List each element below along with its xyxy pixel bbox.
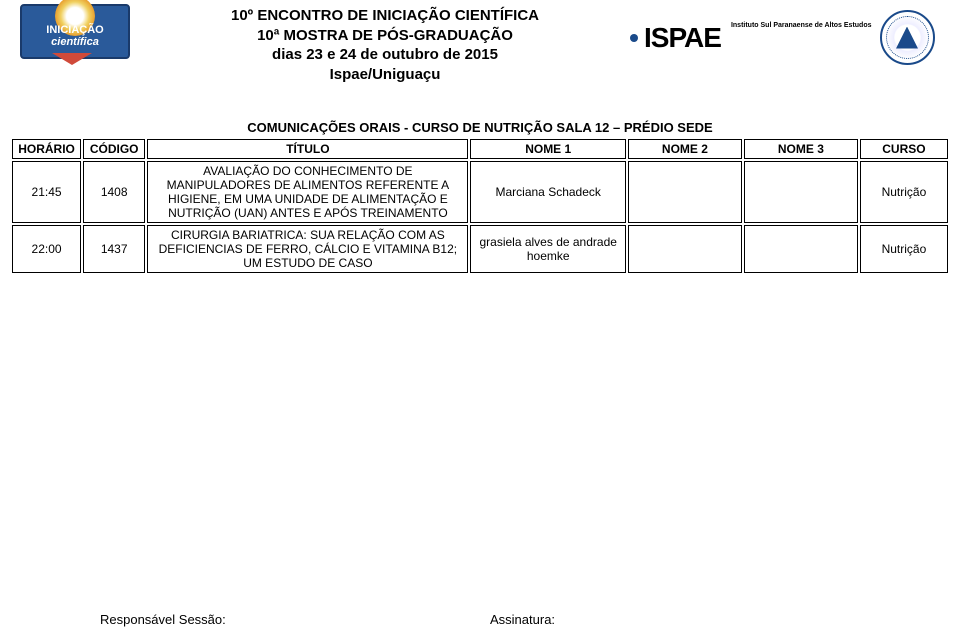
cell-nome2 bbox=[628, 161, 742, 223]
cell-codigo: 1437 bbox=[83, 225, 145, 273]
right-logo-block: ISPAE Instituto Sul Paranaense de Altos … bbox=[630, 4, 940, 65]
uniguacu-seal-icon bbox=[880, 10, 935, 65]
page-header: INICIAÇÃO científica 10º ENCONTRO DE INI… bbox=[0, 0, 960, 92]
ispae-bullet-icon bbox=[630, 34, 638, 42]
ispae-subtitle: Instituto Sul Paranaense de Altos Estudo… bbox=[731, 22, 872, 29]
header-line4: Ispae/Uniguaçu bbox=[140, 65, 630, 85]
cell-nome1: Marciana Schadeck bbox=[470, 161, 625, 223]
col-curso: CURSO bbox=[860, 139, 948, 159]
ispae-text: ISPAE bbox=[644, 22, 721, 54]
cell-curso: Nutrição bbox=[860, 225, 948, 273]
cell-horario: 21:45 bbox=[12, 161, 81, 223]
section-title: COMUNICAÇÕES ORAIS - CURSO DE NUTRIÇÃO S… bbox=[0, 120, 960, 135]
header-title-block: 10º ENCONTRO DE INICIAÇÃO CIENTÍFICA 10ª… bbox=[140, 4, 630, 84]
header-line1: 10º ENCONTRO DE INICIAÇÃO CIENTÍFICA bbox=[140, 6, 630, 26]
cell-horario: 22:00 bbox=[12, 225, 81, 273]
table-row: 22:00 1437 CIRURGIA BARIATRICA: SUA RELA… bbox=[12, 225, 948, 273]
col-titulo: TÍTULO bbox=[147, 139, 468, 159]
cell-nome1: grasiela alves de andrade hoemke bbox=[470, 225, 625, 273]
table-row: 21:45 1408 AVALIAÇÃO DO CONHECIMENTO DE … bbox=[12, 161, 948, 223]
col-horario: HORÁRIO bbox=[12, 139, 81, 159]
header-line2: 10ª MOSTRA DE PÓS-GRADUAÇÃO bbox=[140, 26, 630, 46]
cell-titulo: CIRURGIA BARIATRICA: SUA RELAÇÃO COM AS … bbox=[147, 225, 468, 273]
col-nome1: NOME 1 bbox=[470, 139, 625, 159]
badge-line2: científica bbox=[51, 36, 99, 48]
schedule-table: HORÁRIO CÓDIGO TÍTULO NOME 1 NOME 2 NOME… bbox=[10, 137, 950, 275]
footer-responsible: Responsável Sessão: bbox=[100, 612, 490, 627]
col-codigo: CÓDIGO bbox=[83, 139, 145, 159]
table-header-row: HORÁRIO CÓDIGO TÍTULO NOME 1 NOME 2 NOME… bbox=[12, 139, 948, 159]
cell-curso: Nutrição bbox=[860, 161, 948, 223]
cell-nome2 bbox=[628, 225, 742, 273]
cell-nome3 bbox=[744, 225, 858, 273]
cell-titulo: AVALIAÇÃO DO CONHECIMENTO DE MANIPULADOR… bbox=[147, 161, 468, 223]
col-nome2: NOME 2 bbox=[628, 139, 742, 159]
conference-badge: INICIAÇÃO científica bbox=[20, 4, 130, 59]
left-logo: INICIAÇÃO científica bbox=[20, 4, 140, 64]
col-nome3: NOME 3 bbox=[744, 139, 858, 159]
page-footer: Responsável Sessão: Assinatura: bbox=[0, 612, 960, 627]
cell-codigo: 1408 bbox=[83, 161, 145, 223]
footer-signature: Assinatura: bbox=[490, 612, 880, 627]
cell-nome3 bbox=[744, 161, 858, 223]
badge-line1: INICIAÇÃO bbox=[46, 24, 103, 36]
ispae-logo: ISPAE Instituto Sul Paranaense de Altos … bbox=[630, 22, 872, 54]
header-line3: dias 23 e 24 de outubro de 2015 bbox=[140, 45, 630, 65]
